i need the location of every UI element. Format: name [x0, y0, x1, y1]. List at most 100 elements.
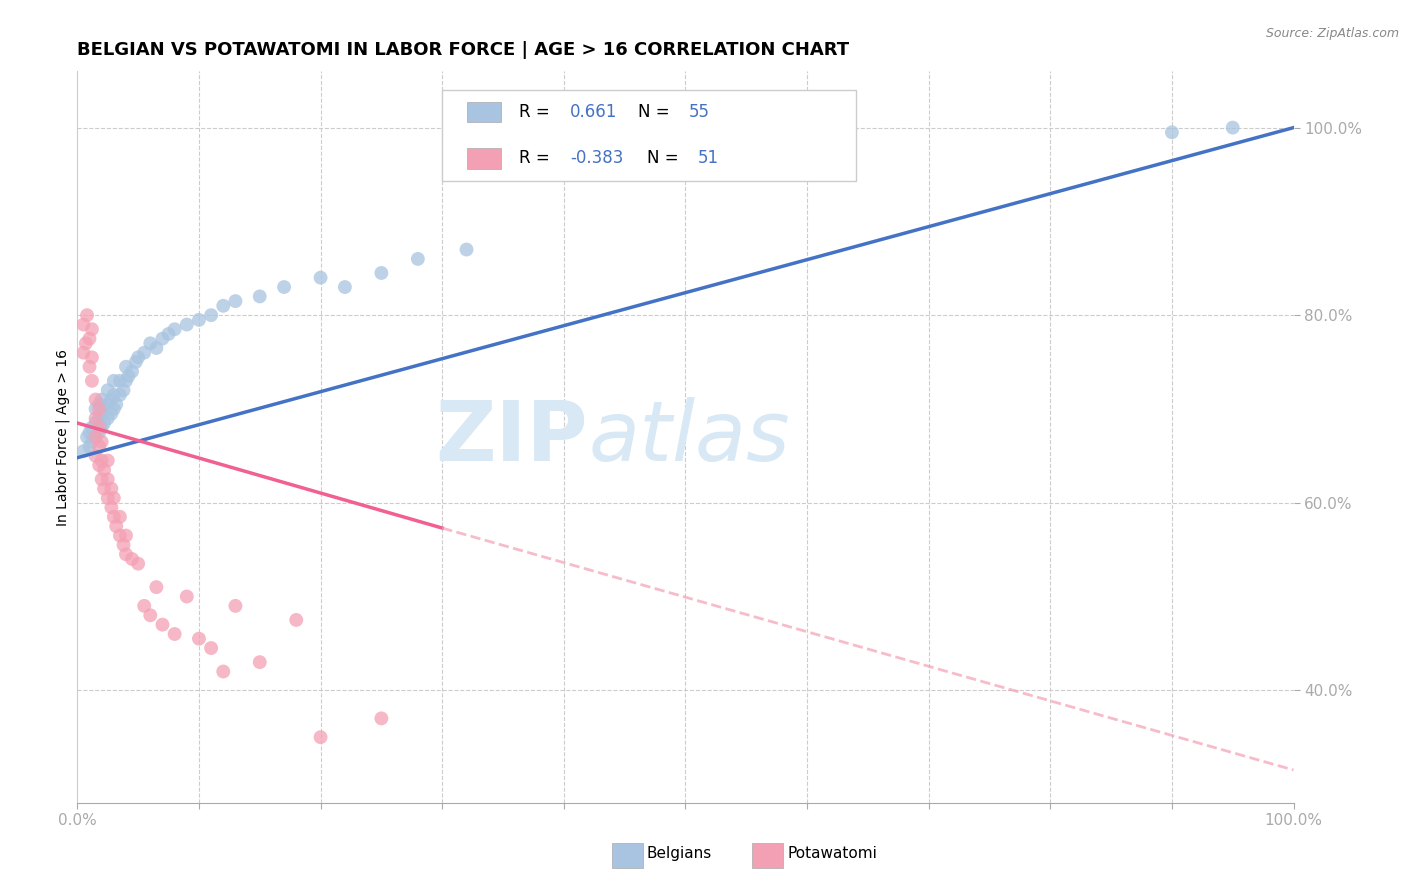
Point [103, 374, 125, 388]
Point [121, 552, 143, 566]
FancyBboxPatch shape [441, 90, 856, 181]
Point [333, 280, 356, 294]
Point [105, 519, 128, 533]
Point [152, 617, 174, 632]
Point [134, 345, 156, 359]
Point [75, 336, 97, 351]
Point [145, 580, 167, 594]
Point [84, 449, 107, 463]
Point [89, 401, 111, 416]
Point [115, 359, 138, 374]
Text: R =: R = [519, 103, 555, 121]
Point [89, 420, 111, 434]
Point [224, 294, 246, 309]
Point [212, 299, 235, 313]
Point [176, 318, 198, 332]
Point [84, 430, 107, 444]
Text: 0.661: 0.661 [569, 103, 617, 121]
Point [97, 453, 120, 467]
Point [139, 608, 162, 623]
Point [100, 500, 122, 515]
Point [273, 280, 295, 294]
Point [125, 355, 148, 369]
Point [89, 397, 111, 411]
Point [249, 655, 271, 669]
Point [79, 440, 101, 454]
Point [370, 711, 392, 725]
Point [103, 388, 125, 402]
Point [90, 453, 112, 467]
Text: 51: 51 [697, 150, 718, 168]
Point [157, 326, 180, 341]
Point [200, 641, 222, 656]
Text: Potawatomi: Potawatomi [787, 847, 877, 861]
Point [406, 252, 429, 266]
Point [93, 463, 115, 477]
Point [309, 270, 332, 285]
Point [97, 383, 120, 397]
Point [105, 397, 128, 411]
Point [80, 420, 103, 434]
Point [79, 359, 101, 374]
Point [100, 482, 122, 496]
Point [1161, 125, 1184, 139]
Point [97, 397, 120, 411]
Point [100, 392, 122, 407]
Point [93, 401, 115, 416]
Point [90, 472, 112, 486]
Point [103, 491, 125, 505]
Point [93, 482, 115, 496]
Point [89, 425, 111, 440]
Point [97, 411, 120, 425]
Point [115, 547, 138, 561]
Point [89, 440, 111, 454]
Point [163, 627, 186, 641]
Point [89, 458, 111, 473]
Text: 55: 55 [689, 103, 710, 121]
Point [80, 322, 103, 336]
Point [370, 266, 392, 280]
Point [80, 434, 103, 449]
Point [200, 308, 222, 322]
Point [72, 318, 94, 332]
Point [188, 632, 211, 646]
Text: Belgians: Belgians [647, 847, 711, 861]
Point [100, 407, 122, 421]
Point [134, 599, 156, 613]
Point [103, 509, 125, 524]
Point [152, 332, 174, 346]
Point [285, 613, 308, 627]
Point [84, 392, 107, 407]
Point [108, 388, 131, 402]
Point [108, 528, 131, 542]
Text: ZIP: ZIP [436, 397, 588, 477]
Text: N =: N = [647, 150, 683, 168]
Point [72, 345, 94, 359]
Point [72, 444, 94, 458]
Point [97, 491, 120, 505]
Point [76, 430, 98, 444]
Point [84, 411, 107, 425]
Y-axis label: In Labor Force | Age > 16: In Labor Force | Age > 16 [56, 349, 70, 525]
Text: Source: ZipAtlas.com: Source: ZipAtlas.com [1265, 27, 1399, 40]
Point [115, 374, 138, 388]
Point [103, 401, 125, 416]
Point [117, 369, 139, 384]
Point [456, 243, 478, 257]
Text: atlas: atlas [588, 397, 790, 477]
Point [108, 509, 131, 524]
Point [139, 336, 162, 351]
Point [80, 374, 103, 388]
Point [127, 557, 149, 571]
Bar [467, 148, 501, 169]
Point [309, 730, 332, 744]
Text: BELGIAN VS POTAWATOMI IN LABOR FORCE | AGE > 16 CORRELATION CHART: BELGIAN VS POTAWATOMI IN LABOR FORCE | A… [77, 41, 849, 59]
Point [80, 351, 103, 365]
Point [112, 538, 135, 552]
Point [97, 472, 120, 486]
Point [90, 434, 112, 449]
Point [212, 665, 235, 679]
Text: -0.383: -0.383 [569, 150, 623, 168]
Point [79, 332, 101, 346]
Point [79, 425, 101, 440]
